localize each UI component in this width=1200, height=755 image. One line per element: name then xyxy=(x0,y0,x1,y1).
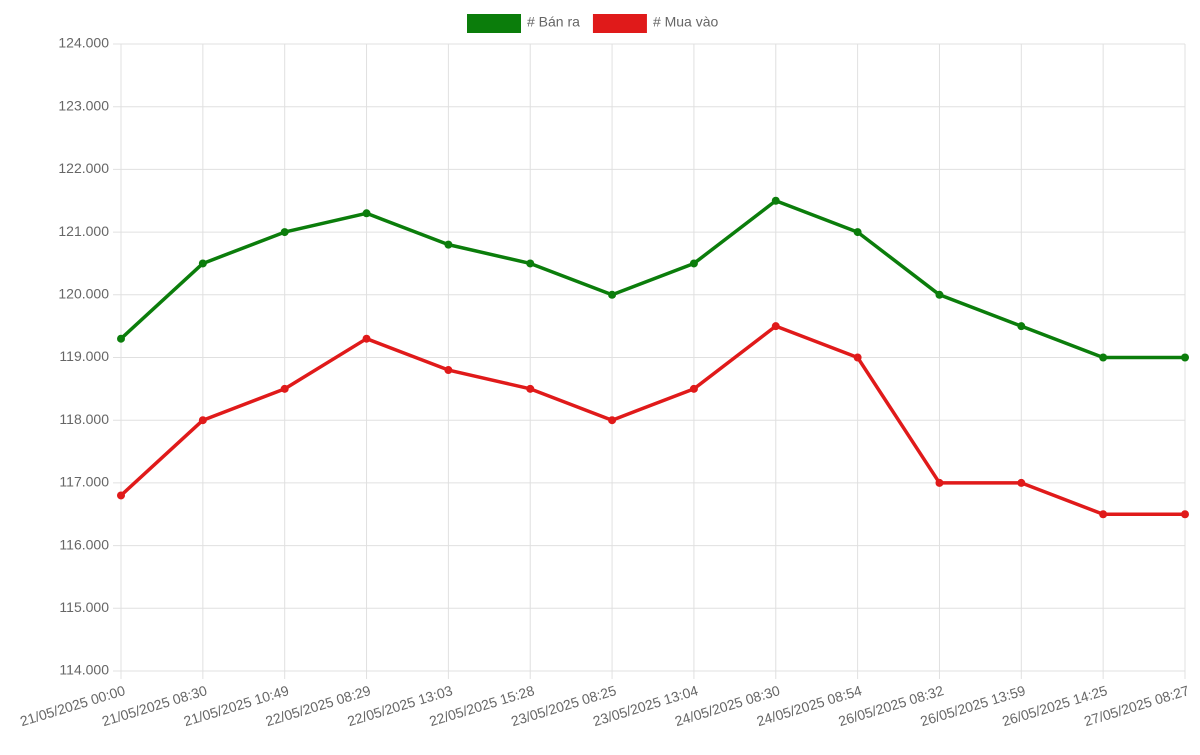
data-point xyxy=(935,290,944,299)
data-point xyxy=(689,384,698,393)
data-point xyxy=(1017,322,1026,331)
y-tick-label: 123.000 xyxy=(58,97,109,113)
data-point xyxy=(526,384,535,393)
y-tick-label: 116.000 xyxy=(59,536,109,552)
data-point xyxy=(689,259,698,268)
y-tick-label: 119.000 xyxy=(59,348,109,364)
y-tick-label: 122.000 xyxy=(58,160,109,176)
data-point xyxy=(117,334,125,343)
data-point xyxy=(853,228,862,237)
y-tick-label: 117.000 xyxy=(59,474,109,490)
data-point xyxy=(280,228,289,237)
data-point xyxy=(526,259,535,268)
data-point xyxy=(1099,353,1108,362)
y-tick-label: 124.000 xyxy=(58,35,109,51)
data-point xyxy=(280,384,289,393)
data-point xyxy=(771,196,780,205)
y-tick-label: 114.000 xyxy=(59,662,109,678)
data-point xyxy=(444,240,453,249)
series-line xyxy=(119,199,1185,360)
y-tick-label: 120.000 xyxy=(58,286,109,302)
data-point xyxy=(608,290,617,299)
data-point xyxy=(935,478,944,487)
data-point xyxy=(362,209,371,218)
data-point xyxy=(608,416,617,425)
data-point xyxy=(362,334,371,343)
data-point xyxy=(771,322,780,331)
data-point xyxy=(198,416,207,425)
y-tick-label: 121.000 xyxy=(58,223,109,239)
data-point xyxy=(1181,510,1189,519)
y-tick-label: 115.000 xyxy=(59,599,109,615)
legend-swatch xyxy=(467,14,521,33)
legend-label: # Bán ra xyxy=(527,14,580,30)
legend-swatch xyxy=(592,14,647,33)
data-point xyxy=(198,259,207,268)
series-line xyxy=(119,324,1185,516)
data-point xyxy=(853,353,862,362)
data-point xyxy=(117,491,125,500)
data-point xyxy=(1099,510,1108,519)
data-point xyxy=(1017,478,1026,487)
y-tick-label: 118.000 xyxy=(59,411,109,427)
data-point xyxy=(1181,353,1189,362)
legend-label: # Mua vào xyxy=(653,14,719,30)
data-point xyxy=(444,366,453,375)
